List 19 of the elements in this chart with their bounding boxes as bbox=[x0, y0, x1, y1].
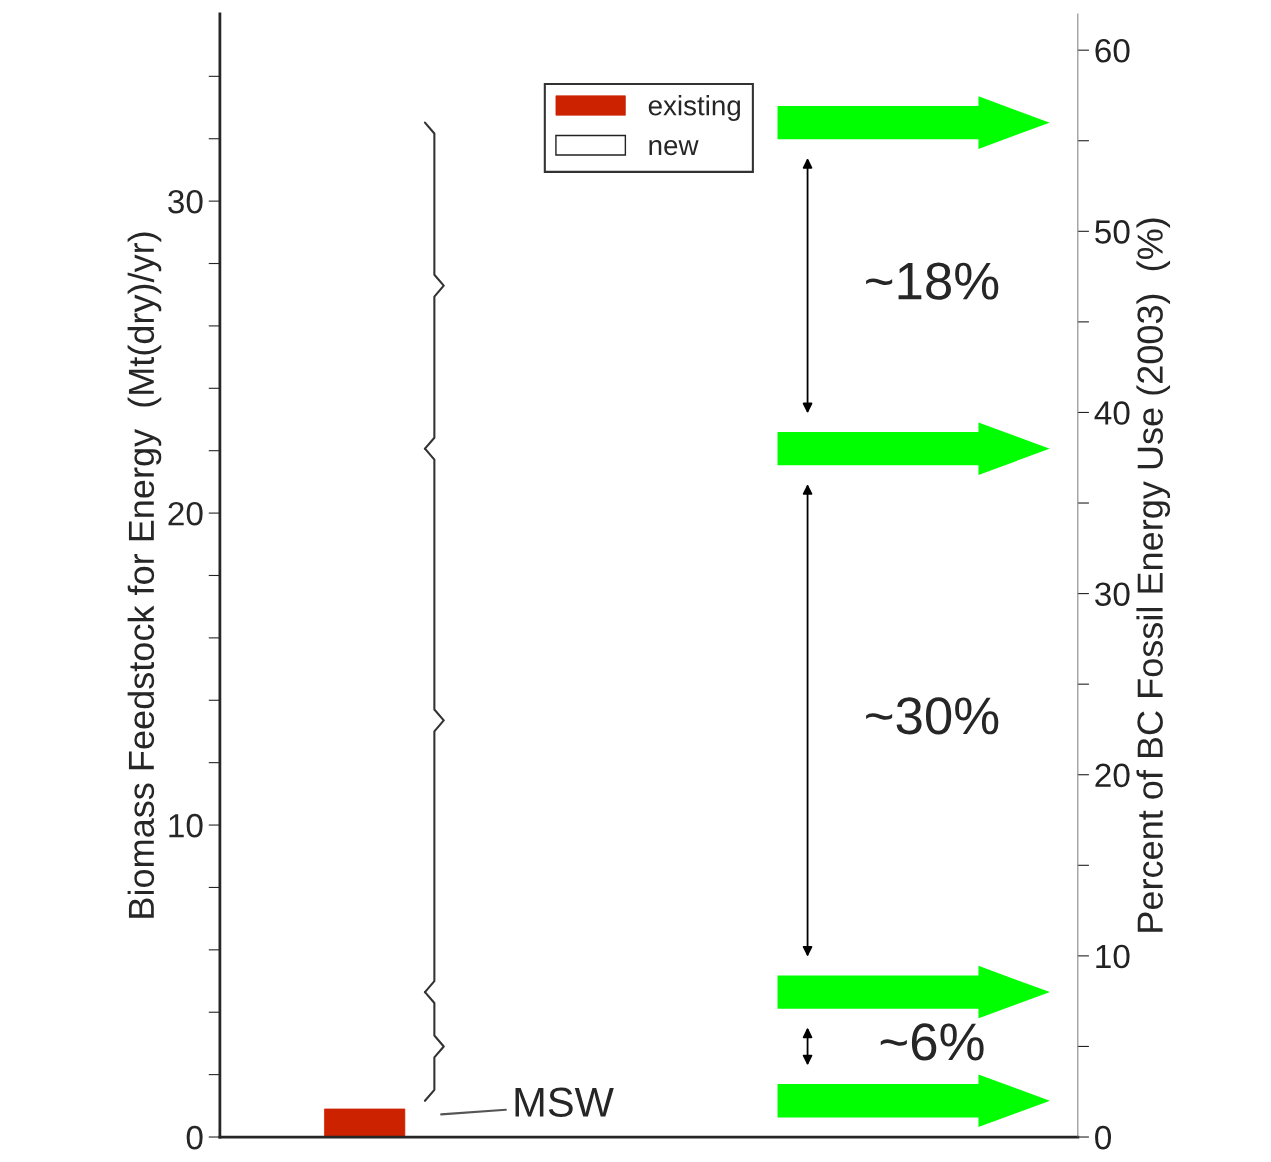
y-tick-label: 0 bbox=[186, 1125, 203, 1150]
y2-tick-label: 0 bbox=[1095, 1125, 1112, 1150]
annotation: ~6% bbox=[880, 1023, 984, 1061]
y-tick-label: 10 bbox=[169, 813, 203, 838]
y2-tick-label: 30 bbox=[1095, 582, 1130, 606]
legend-label: existing bbox=[648, 95, 740, 121]
annotation: ~18% bbox=[866, 262, 999, 300]
y-tick-label: 20 bbox=[168, 501, 203, 526]
y2-tick-label: 20 bbox=[1095, 763, 1130, 788]
annotation: MSW bbox=[515, 1087, 614, 1118]
y-axis-title: Biomass Feedstock for Energy (Mt(dry)/yr) bbox=[127, 232, 162, 918]
y2-tick-label: 10 bbox=[1096, 944, 1130, 969]
y-tick-label: 30 bbox=[168, 189, 203, 214]
annotation: ~30% bbox=[866, 697, 999, 735]
legend-label: new bbox=[649, 140, 699, 156]
y2-tick-label: 60 bbox=[1095, 38, 1130, 63]
y2-tick-label: 40 bbox=[1094, 401, 1130, 425]
y2-axis-title: Percent of BC Fossil Energy Use (2003) (%) bbox=[1136, 218, 1171, 932]
y2-tick-label: 50 bbox=[1095, 220, 1130, 244]
